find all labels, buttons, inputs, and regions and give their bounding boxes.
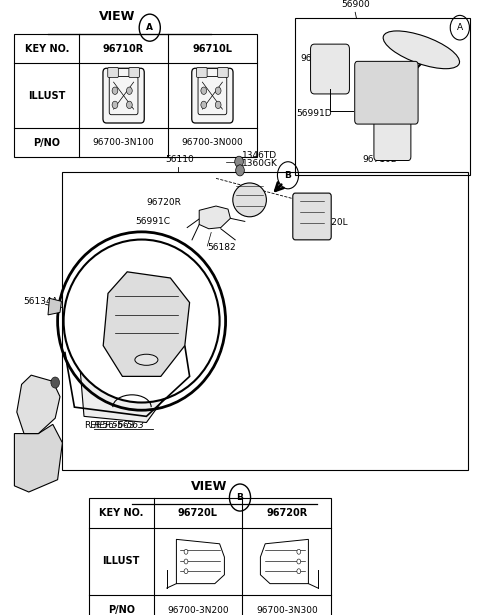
Polygon shape [103,272,190,376]
Text: B: B [285,171,291,180]
Circle shape [297,559,300,564]
Text: 96710L: 96710L [362,156,396,164]
Text: 56900: 56900 [341,0,370,9]
Text: REF.56-563: REF.56-563 [84,421,134,430]
Circle shape [201,101,206,109]
Polygon shape [14,424,62,492]
Text: 56991D: 56991D [297,109,332,118]
Text: 96700-3N000: 96700-3N000 [181,138,243,147]
Text: 96720R: 96720R [146,199,181,207]
Polygon shape [199,206,230,229]
FancyBboxPatch shape [293,193,331,240]
Ellipse shape [63,240,219,403]
FancyBboxPatch shape [311,44,349,94]
Text: 56991C: 56991C [135,217,170,226]
Text: B: B [237,493,243,502]
Circle shape [112,101,118,109]
FancyBboxPatch shape [374,119,411,161]
Text: 96710R: 96710R [103,44,144,54]
Polygon shape [79,358,180,423]
Text: 96720R: 96720R [266,508,307,518]
Circle shape [184,569,188,574]
Text: A: A [457,23,463,32]
Bar [62,172,468,470]
Text: 96720L: 96720L [178,508,218,518]
Circle shape [184,549,188,554]
Text: 56134A: 56134A [23,297,58,306]
Circle shape [51,377,60,388]
FancyBboxPatch shape [217,68,228,77]
Text: KEY NO.: KEY NO. [99,508,144,518]
Text: 96700-3N100: 96700-3N100 [93,138,155,147]
Polygon shape [48,298,61,315]
Text: 96700-3N200: 96700-3N200 [167,606,229,614]
Bar [295,18,470,175]
Circle shape [215,87,221,95]
Text: P/NO: P/NO [108,605,135,615]
Text: ILLUST: ILLUST [103,557,140,566]
Bar [14,34,257,157]
Circle shape [297,569,300,574]
FancyBboxPatch shape [355,62,418,124]
FancyBboxPatch shape [192,68,233,123]
FancyBboxPatch shape [129,68,139,77]
Circle shape [184,559,188,564]
FancyBboxPatch shape [103,68,144,123]
Text: A: A [146,23,153,32]
Text: VIEW: VIEW [191,480,227,493]
Bar [89,498,331,615]
Text: 56182: 56182 [207,243,236,252]
Text: VIEW: VIEW [98,10,135,23]
Text: KEY NO.: KEY NO. [24,44,69,54]
Circle shape [112,87,118,95]
Ellipse shape [233,183,266,217]
Text: 1346TD: 1346TD [242,151,277,160]
Polygon shape [17,375,60,434]
Circle shape [201,87,206,95]
Text: 1360GK: 1360GK [242,159,278,168]
Circle shape [127,87,132,95]
Text: 56133: 56133 [173,357,202,365]
Text: 56110: 56110 [166,154,194,164]
Text: ILLUST: ILLUST [28,90,65,101]
Ellipse shape [135,354,158,365]
Text: 96710R: 96710R [300,54,335,63]
FancyBboxPatch shape [197,68,207,77]
Ellipse shape [383,31,459,69]
Circle shape [297,549,300,554]
Text: 96710L: 96710L [192,44,232,54]
Text: P/NO: P/NO [33,138,60,148]
Text: 96720L: 96720L [314,218,348,227]
Circle shape [236,165,244,176]
Circle shape [235,156,243,167]
Text: REF.56-563: REF.56-563 [94,421,144,430]
Text: 96700-3N300: 96700-3N300 [256,606,318,614]
FancyBboxPatch shape [108,68,118,77]
Circle shape [127,101,132,109]
Circle shape [215,101,221,109]
